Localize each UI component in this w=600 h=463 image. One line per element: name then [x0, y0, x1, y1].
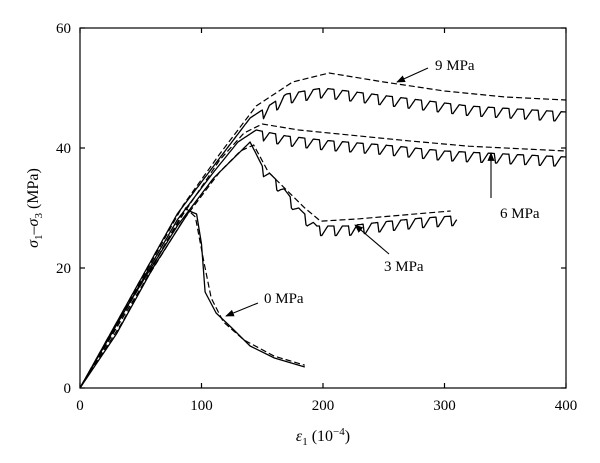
x-tick-label: 300: [433, 398, 456, 414]
solid-line: [79, 129, 567, 389]
dashed-line: [79, 72, 567, 389]
x-tick-label: 0: [76, 398, 84, 414]
y-axis-title: σ1–σ3 (MPa): [25, 168, 45, 248]
axis-ticks: [79, 27, 567, 389]
annotations-layer: 9 MPa 6 MPa 3 MPa 0 MPa: [225, 58, 540, 317]
dashed-line: [79, 144, 451, 389]
annotation-9-mpa: 9 MPa: [396, 58, 475, 83]
series-layer: [79, 72, 567, 389]
annotation-label: 6 MPa: [500, 206, 540, 222]
annotation-arrow: [354, 224, 390, 255]
annotation-0-mpa: 0 MPa: [225, 291, 304, 317]
axis-tick-labels: 0 100 200 300 400 0 20 40 60: [56, 21, 577, 414]
solid-line: [79, 141, 458, 389]
annotation-6-mpa: 6 MPa: [487, 152, 540, 222]
dashed-line: [79, 207, 305, 389]
annotation-label: 3 MPa: [384, 259, 424, 275]
x-tick-label: 100: [190, 398, 213, 414]
annotation-label: 0 MPa: [264, 291, 304, 307]
annotation-arrow: [225, 302, 259, 317]
y-tick-label: 20: [56, 261, 71, 277]
plot-frame: [79, 27, 567, 389]
solid-line: [79, 87, 567, 389]
series-6-mpa: [79, 123, 567, 389]
x-axis-title: ε1 (10−4): [296, 426, 350, 448]
series-9-mpa: [79, 72, 567, 389]
x-tick-label: 400: [555, 398, 578, 414]
y-tick-label: 60: [56, 21, 71, 37]
series-3-mpa: [79, 141, 458, 389]
annotation-label: 9 MPa: [435, 58, 475, 74]
y-tick-label: 40: [56, 141, 71, 157]
y-tick-label: 0: [64, 381, 72, 397]
x-tick-label: 200: [312, 398, 335, 414]
annotation-arrow: [396, 67, 429, 83]
dashed-line: [79, 123, 567, 389]
annotation-3-mpa: 3 MPa: [354, 224, 424, 275]
